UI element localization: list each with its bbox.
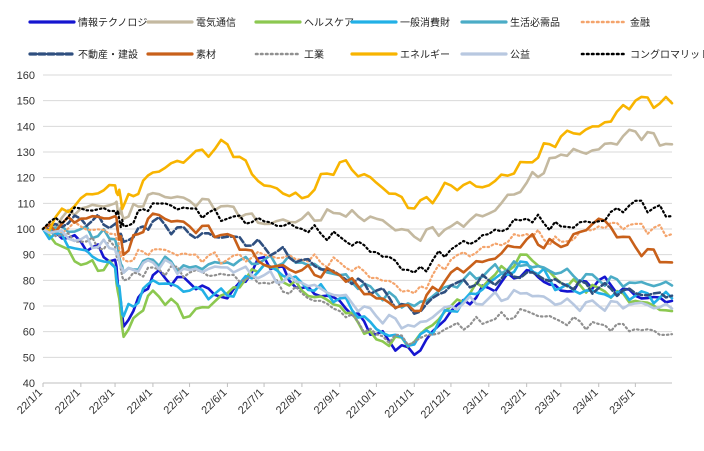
legend-label-0: 情報テクノロジー [78, 16, 157, 29]
x-axis-ticks: 22/1/1 22/2/1 22/3/1 22/4/1 22/5/1 22/6/1 22/7… [15, 383, 637, 421]
y-tick-label: 100 [17, 224, 35, 236]
legend-label-10: 公益 [510, 48, 530, 61]
series-line-8 [41, 227, 674, 347]
x-tick-label: 22/12/1 [419, 387, 453, 421]
x-tick-label: 22/6/1 [199, 387, 229, 417]
y-tick-label: 120 [17, 173, 35, 185]
legend-label-8: 工業 [304, 48, 324, 61]
legend-label-5: 金融 [630, 16, 650, 29]
x-tick-label: 22/9/1 [312, 387, 342, 417]
x-tick-label: 22/7/1 [236, 387, 266, 417]
y-tick-label: 140 [17, 121, 35, 133]
y-tick-label: 110 [17, 198, 35, 210]
legend-label-6: 不動産・建設 [78, 48, 138, 61]
series-line-11 [41, 199, 674, 274]
x-tick-label: 22/4/1 [125, 387, 155, 417]
legend-label-11: コングロマリット [630, 48, 704, 61]
y-tick-label: 160 [17, 70, 35, 82]
legend-label-4: 生活必需品 [510, 16, 560, 29]
y-tick-label: 40 [23, 378, 35, 390]
x-tick-label: 22/2/1 [53, 387, 83, 417]
legend-label-3: 一般消費財 [400, 16, 450, 29]
x-tick-label: 23/4/1 [571, 387, 601, 417]
y-tick-label: 80 [23, 275, 35, 287]
series-line-4 [41, 224, 674, 309]
series-line-1 [41, 128, 674, 242]
x-tick-label: 23/5/1 [607, 387, 637, 417]
y-tick-label: 70 [23, 301, 35, 313]
legend-label-9: エネルギー [400, 49, 450, 61]
series-line-0 [41, 227, 674, 357]
y-tick-label: 130 [17, 147, 35, 159]
legend-label-2: ヘルスケア [304, 17, 354, 29]
legend-label-1: 電気通信 [196, 16, 236, 29]
y-tick-label: 60 [23, 327, 35, 339]
y-tick-label: 90 [23, 250, 35, 262]
x-tick-label: 22/3/1 [87, 387, 117, 417]
legend-label-7: 素材 [196, 48, 216, 61]
y-tick-label: 150 [17, 96, 35, 108]
x-tick-label: 22/11/1 [383, 387, 417, 421]
series-line-7 [41, 212, 674, 313]
series-line-3 [41, 227, 674, 347]
x-tick-label: 23/2/1 [499, 387, 529, 417]
x-tick-label: 22/1/1 [15, 387, 45, 417]
y-tick-label: 50 [23, 352, 35, 364]
x-tick-label: 22/5/1 [162, 387, 192, 417]
x-tick-label: 23/1/1 [461, 387, 491, 417]
series-line-5 [41, 220, 674, 295]
series-line-2 [41, 227, 674, 348]
x-tick-label: 22/8/1 [274, 387, 304, 417]
series-lines [41, 95, 674, 357]
series-line-9 [41, 95, 674, 232]
series-line-10 [41, 227, 674, 330]
y-axis-ticks: 40 50 60 70 80 90 100 110 120 130 140 150 160 [17, 70, 35, 390]
x-tick-label: 22/10/1 [344, 387, 378, 421]
x-tick-label: 23/3/1 [533, 387, 563, 417]
